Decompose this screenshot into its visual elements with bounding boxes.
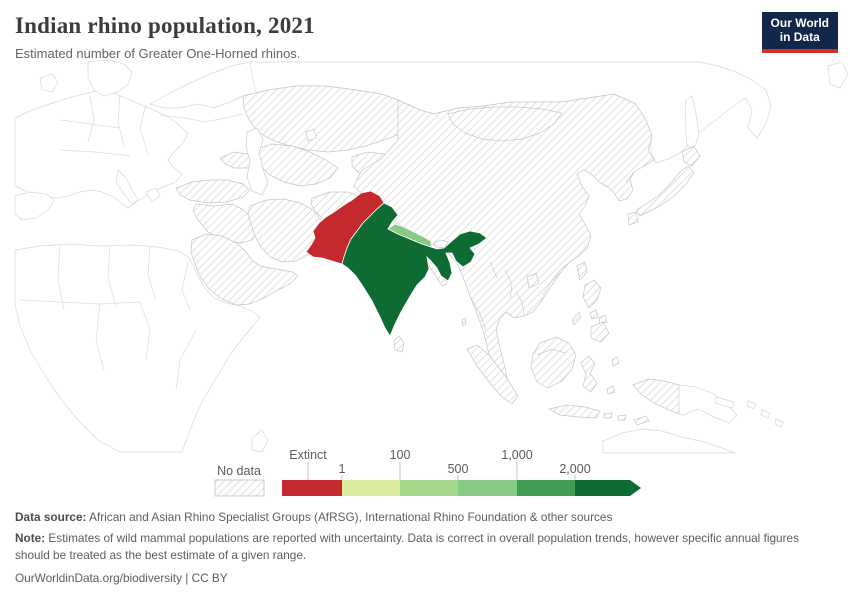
region-iberia bbox=[14, 191, 55, 221]
country-nepal[interactable] bbox=[387, 223, 432, 248]
country-japan-honshu bbox=[635, 165, 695, 217]
note-text: Estimates of wild mammal populations are… bbox=[15, 530, 799, 562]
region-levant-iraq bbox=[192, 203, 259, 244]
island-solomon2 bbox=[760, 409, 771, 419]
country-turkey bbox=[175, 179, 251, 204]
owid-logo[interactable]: Our World in Data bbox=[761, 12, 838, 53]
country-japan-kyushu bbox=[627, 211, 639, 226]
island-sulawesi bbox=[580, 355, 598, 393]
legend-bin-1000 bbox=[517, 480, 575, 496]
legend-arrow-tip bbox=[630, 480, 641, 496]
region-oceania bbox=[602, 384, 784, 454]
map-legend[interactable]: No data Extinct 100 1,000 1 500 2,000 bbox=[0, 440, 660, 500]
legend-label-2000: 2,000 bbox=[559, 462, 590, 476]
aral-sea bbox=[305, 128, 317, 142]
island-lombok bbox=[617, 414, 627, 421]
island-maluku1 bbox=[611, 356, 620, 367]
legend-ticks bbox=[307, 462, 576, 480]
country-bhutan[interactable] bbox=[433, 239, 449, 249]
country-philippines-visayas1 bbox=[589, 309, 599, 320]
legend-label-1: 1 bbox=[339, 462, 346, 476]
note-label: Note: bbox=[15, 530, 46, 545]
island-timor bbox=[633, 415, 650, 426]
note-line: Note: Estimates of wild mammal populatio… bbox=[15, 530, 803, 564]
island-palawan bbox=[571, 311, 582, 326]
island-maluku2 bbox=[606, 385, 616, 395]
region-australia bbox=[602, 428, 736, 454]
legend-label-100: 100 bbox=[390, 448, 411, 462]
data-source-line: Data source: African and Asian Rhino Spe… bbox=[15, 509, 835, 526]
no-data-countries bbox=[175, 85, 701, 426]
region-new-guinea-east bbox=[678, 384, 738, 424]
chart-footer: Data source: African and Asian Rhino Spe… bbox=[15, 509, 835, 587]
island-taiwan bbox=[576, 261, 588, 281]
legend-bin-extinct bbox=[282, 480, 342, 496]
caspian-sea bbox=[245, 127, 269, 196]
region-scandinavia bbox=[87, 59, 133, 97]
legend-bin-100 bbox=[400, 480, 458, 496]
owid-logo-line2: in Data bbox=[779, 30, 820, 44]
region-new-guinea-west bbox=[632, 378, 680, 415]
attribution-line: OurWorldinData.org/biodiversity | CC BY bbox=[15, 570, 835, 587]
country-japan-hokkaido bbox=[681, 145, 701, 167]
legend-bin-500 bbox=[458, 480, 517, 496]
legend-color-bar bbox=[282, 480, 641, 496]
island-java bbox=[548, 404, 601, 419]
region-arabia bbox=[190, 233, 299, 306]
region-greece bbox=[145, 187, 161, 203]
interior-borders-west bbox=[19, 61, 257, 391]
island-solomon3 bbox=[774, 418, 784, 428]
island-madagascar bbox=[251, 429, 269, 453]
island-andaman bbox=[461, 317, 467, 327]
island-hainan bbox=[526, 272, 540, 289]
island-solomon1 bbox=[746, 400, 757, 410]
no-data-swatch bbox=[214, 479, 265, 497]
asia-map[interactable] bbox=[0, 0, 850, 455]
region-africa bbox=[14, 243, 261, 453]
region-italy bbox=[115, 169, 139, 205]
coast-chukotka bbox=[827, 61, 849, 89]
island-borneo bbox=[530, 336, 577, 389]
country-turkmen-uzbek bbox=[253, 143, 339, 187]
region-east-asia bbox=[353, 93, 655, 400]
country-india[interactable] bbox=[341, 202, 488, 337]
data-source-label: Data source: bbox=[15, 510, 87, 524]
legend-label-500: 500 bbox=[448, 462, 469, 476]
country-sri-lanka bbox=[393, 335, 405, 353]
island-bali bbox=[603, 412, 613, 419]
country-kazakhstan bbox=[242, 85, 423, 153]
island-new-britain bbox=[714, 396, 735, 409]
island-sumatra bbox=[466, 344, 519, 405]
chart-subtitle: Estimated number of Greater One-Horned r… bbox=[15, 46, 301, 61]
island-sakhalin bbox=[684, 95, 700, 153]
legend-bin-2000 bbox=[575, 480, 630, 496]
country-philippines-mindanao bbox=[590, 321, 610, 343]
border-mongolia bbox=[447, 106, 563, 142]
owid-logo-line1: Our World bbox=[770, 16, 829, 30]
license-badge: | CC BY bbox=[181, 571, 228, 586]
no-data-label: No data bbox=[217, 464, 261, 478]
country-philippines-visayas2 bbox=[598, 314, 608, 325]
legend-label-1000: 1,000 bbox=[501, 448, 532, 462]
page-title: Indian rhino population, 2021 bbox=[15, 13, 315, 38]
legend-bin-1 bbox=[342, 480, 400, 496]
island-britain bbox=[39, 73, 59, 93]
owid-link[interactable]: OurWorldinData.org/biodiversity bbox=[15, 571, 182, 586]
legend-label-extinct: Extinct bbox=[289, 448, 327, 462]
data-source-text: African and Asian Rhino Specialist Group… bbox=[86, 510, 613, 524]
country-philippines-luzon bbox=[582, 279, 602, 309]
